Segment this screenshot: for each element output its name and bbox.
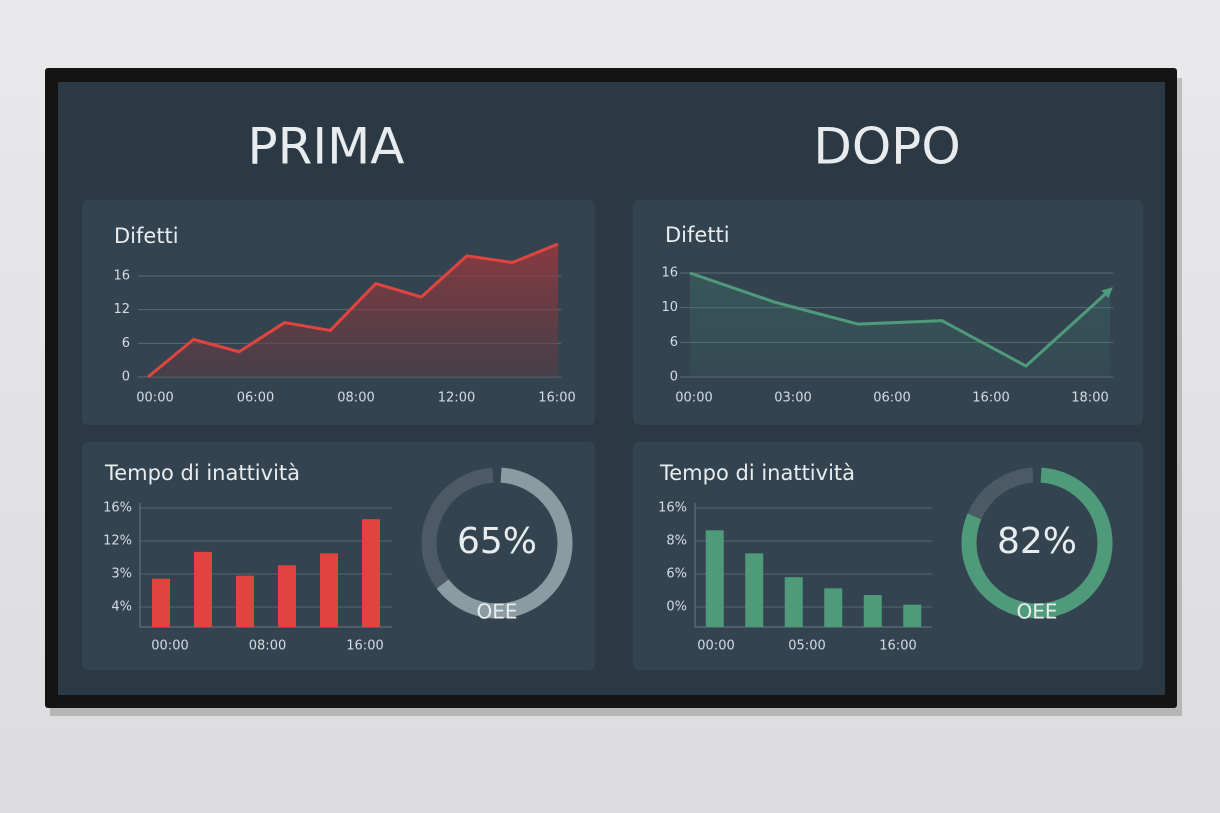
bar <box>194 551 212 627</box>
y-tick-label: 16 <box>113 269 130 284</box>
x-tick-label: 03:00 <box>774 391 811 406</box>
x-tick-label: 00:00 <box>151 639 188 654</box>
arrow-head <box>1101 287 1113 299</box>
y-tick-label: 12% <box>103 534 132 549</box>
x-tick-label: 00:00 <box>675 391 712 406</box>
dashboard: PRIMA Difetti 0 6 12 16 00:00 06:00 08:00 12:00 16… <box>103 118 1113 654</box>
gauge-value <box>961 467 1113 619</box>
gauge-value-label: 82% <box>997 521 1077 562</box>
x-tick-label: 16:00 <box>972 391 1009 406</box>
y-tick-label: 16 <box>661 266 678 281</box>
area <box>690 273 1110 377</box>
x-tick-label: 00:00 <box>697 639 734 654</box>
y-tick-label: 6 <box>122 336 130 351</box>
y-tick-label: 4% <box>111 600 132 615</box>
gauge-value <box>436 467 573 619</box>
x-tick-label: 16:00 <box>879 639 916 654</box>
card-title: Tempo di inattività <box>104 461 300 485</box>
gauge-label: OEE <box>1016 600 1057 624</box>
y-tick-label: 3% <box>111 567 132 582</box>
y-tick-label: 0% <box>666 600 687 615</box>
y-tick-label: 0 <box>670 370 678 385</box>
x-tick-label: 12:00 <box>438 391 475 406</box>
y-tick-label: 16% <box>658 501 687 516</box>
bar <box>705 530 724 627</box>
area <box>148 244 558 377</box>
bar <box>278 565 296 627</box>
line <box>689 271 1112 368</box>
y-tick-label: 6 <box>670 335 678 350</box>
bar <box>152 578 170 627</box>
x-tick-label: 08:00 <box>249 639 286 654</box>
card-title: Tempo di inattività <box>659 461 855 485</box>
bar <box>236 575 254 627</box>
x-tick-label: 05:00 <box>788 639 825 654</box>
y-tick-label: 16% <box>103 501 132 516</box>
x-tick-label: 00:00 <box>136 391 173 406</box>
x-tick-label: 16:00 <box>538 391 575 406</box>
card-title: Difetti <box>665 223 730 247</box>
bar <box>784 577 803 627</box>
x-tick-label: 06:00 <box>237 391 274 406</box>
card-title: Difetti <box>114 224 179 248</box>
bar <box>320 553 338 627</box>
bar <box>745 553 764 627</box>
bar <box>824 588 843 627</box>
bar <box>362 519 380 627</box>
x-tick-label: 16:00 <box>346 639 383 654</box>
line <box>147 242 559 379</box>
y-tick-label: 12 <box>113 302 130 317</box>
y-tick-label: 10 <box>661 300 678 315</box>
x-tick-label: 06:00 <box>873 391 910 406</box>
bar <box>863 595 882 627</box>
gauge-value-label: 65% <box>457 521 537 562</box>
gauge-label: OEE <box>476 600 517 624</box>
y-tick-label: 8% <box>666 534 687 549</box>
heading: PRIMA <box>248 118 405 176</box>
y-tick-label: 0 <box>122 370 130 385</box>
heading: DOPO <box>813 118 960 176</box>
x-tick-label: 18:00 <box>1071 391 1108 406</box>
x-tick-label: 08:00 <box>337 391 374 406</box>
y-tick-label: 6% <box>666 567 687 582</box>
bar <box>903 604 922 627</box>
